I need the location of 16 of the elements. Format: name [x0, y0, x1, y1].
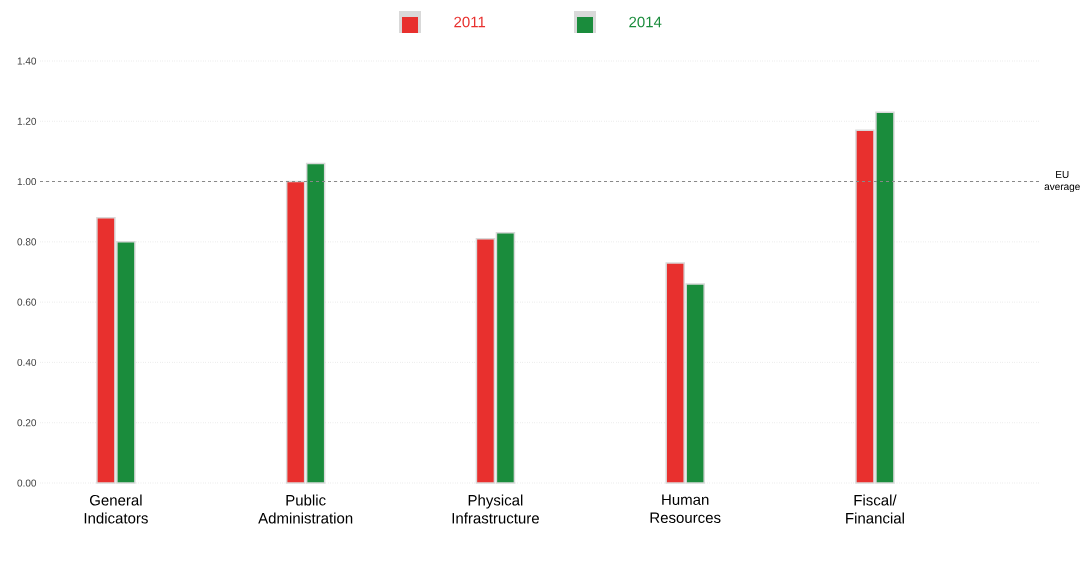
ref-line-label: EU average	[1044, 171, 1080, 193]
x-tick-label: Public Administration	[258, 494, 353, 524]
text: 2011	[454, 16, 486, 28]
y-tick-label: 1.40	[17, 57, 37, 65]
y-tick-label: 0.40	[17, 358, 37, 366]
x-tick-label: Fiscal/ Financial	[846, 494, 904, 524]
y-tick-label: 1.00	[17, 178, 37, 186]
y-tick-label: 0.00	[17, 479, 37, 487]
y-tick-label: 0.60	[17, 298, 37, 306]
y-tick-label: 0.20	[17, 419, 37, 427]
y-tick-label: 1.20	[17, 117, 37, 125]
x-tick-label: General Indicators	[84, 494, 148, 524]
x-tick-label: Human Resources	[650, 494, 721, 523]
text: 2014	[629, 16, 662, 28]
y-tick-label: 0.80	[17, 238, 37, 246]
x-tick-label: Physical Infrastructure	[452, 494, 539, 524]
